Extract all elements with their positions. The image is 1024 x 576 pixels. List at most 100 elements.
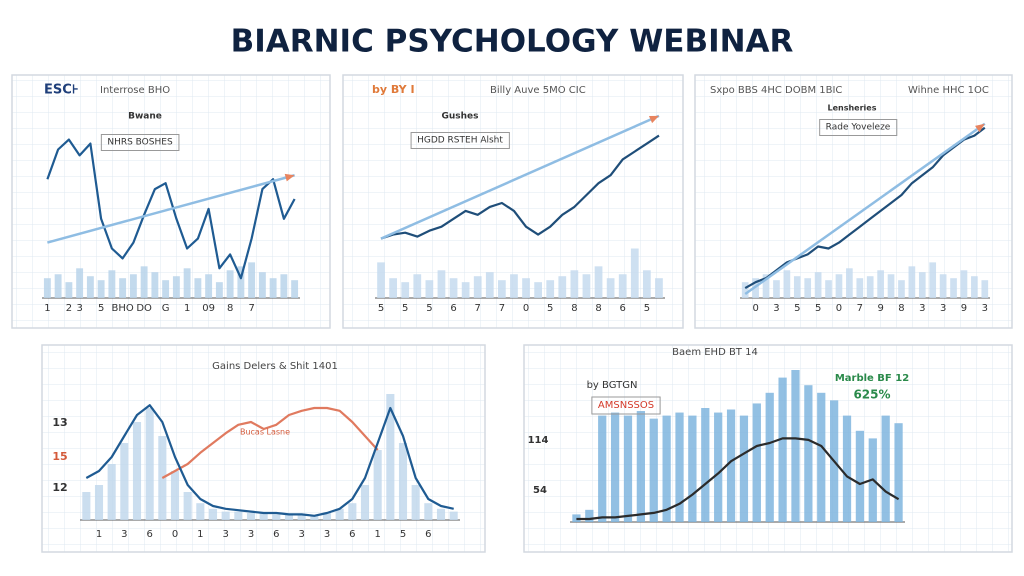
bar [119,278,127,298]
annotation: by BGTGN [587,380,638,391]
annotation: by BY I [372,83,415,96]
chart-panel: 5 5 5 6 7 7 0 5 8 8 6 5 by BY I Billy Auve 5MO CIC Gus… [342,74,684,329]
x-tick-label: 8 [571,303,577,314]
annotation: Bwane [128,112,162,122]
x-tick-label: 3 [76,303,82,314]
x-tick-label: 1 [44,303,50,314]
x-tick-label: 3 [324,529,330,540]
bar [129,274,137,298]
bar [248,262,256,298]
bar [162,280,170,298]
bar [887,274,895,298]
bar [436,508,446,520]
bar [269,278,277,298]
bar [297,514,306,520]
bar [425,280,434,298]
bar [606,278,615,298]
bar [335,508,344,520]
bar [783,270,791,298]
bar [424,503,433,520]
bar [688,415,697,522]
trend-line [380,114,660,240]
x-tick-label: 3 [222,529,228,540]
bar [856,278,864,298]
annotation: Rade Yoveleze [826,123,891,133]
bar [215,282,223,298]
annotation: HGDD RSTEH Alsht [417,136,503,146]
bar [386,394,395,520]
x-tick-label: 5 [426,303,432,314]
line-series [380,134,660,240]
annotation: Billy Auve 5MO CIC [490,85,586,96]
bar [259,513,268,520]
annotation: Interrose BHO [100,85,170,96]
annotation: 625% [853,388,890,402]
x-tick-label: G [162,303,170,314]
bar [558,276,567,298]
x-tick-label: 9 [961,303,967,314]
bar [793,276,801,298]
bar [643,270,651,298]
annotation: 12 [52,481,67,494]
x-tick-label: 5 [644,303,650,314]
annotation-box [819,119,898,136]
bar [54,274,62,298]
bar [208,508,218,520]
bar [82,492,91,520]
bar [804,278,812,298]
x-tick-label: 5 [378,303,384,314]
bar [739,415,749,522]
bar [649,418,658,522]
bar [373,450,382,520]
bar [598,415,607,522]
bar [97,280,105,298]
x-tick-label: 2 [66,303,72,314]
bar [701,408,710,522]
bar [246,513,256,520]
bar [610,412,620,522]
x-tick-label: 1 [184,303,190,314]
bar [835,274,843,298]
bar [234,511,243,520]
bar [461,282,470,298]
bar [348,503,357,520]
bar [196,503,205,520]
bar [960,270,968,298]
bar [778,377,787,522]
bar [183,268,191,298]
x-tick-label: 3 [940,303,946,314]
x-tick-label: 5 [402,303,408,314]
x-tick-label: 0 [523,303,529,314]
bar [842,415,852,522]
annotation: Marble BF 12 [835,373,909,384]
bar [258,272,266,298]
annotation-box [100,134,180,151]
annotation: Sxpo BBS 4HC DOBM 1BIC [710,85,842,96]
bar [866,276,874,298]
x-tick-label: 9 [877,303,883,314]
x-tick-label: 6 [450,303,456,314]
bar [108,270,116,298]
x-tick-label: 5 [815,303,821,314]
bar [623,415,633,522]
x-tick-label: 7 [475,303,481,314]
bar [172,276,180,298]
x-tick-label: 3 [982,303,988,314]
bar [846,268,853,298]
annotation: 15 [52,450,67,463]
x-tick-label: 5 [400,529,406,540]
x-tick-label: 8 [898,303,904,314]
x-tick-label: DO [136,303,152,314]
x-tick-label: 1 [96,529,102,540]
bar [237,266,245,298]
annotation: Lensheries [828,104,877,113]
x-tick-label: 1 [197,529,203,540]
x-tick-label: 3 [248,529,254,540]
bar [814,272,822,298]
annotation: Gushes [441,112,478,122]
bar [675,412,684,522]
bar [929,262,937,298]
x-tick-label: 3 [919,303,925,314]
x-tick-label: 6 [273,529,279,540]
x-tick-label: 5 [547,303,553,314]
